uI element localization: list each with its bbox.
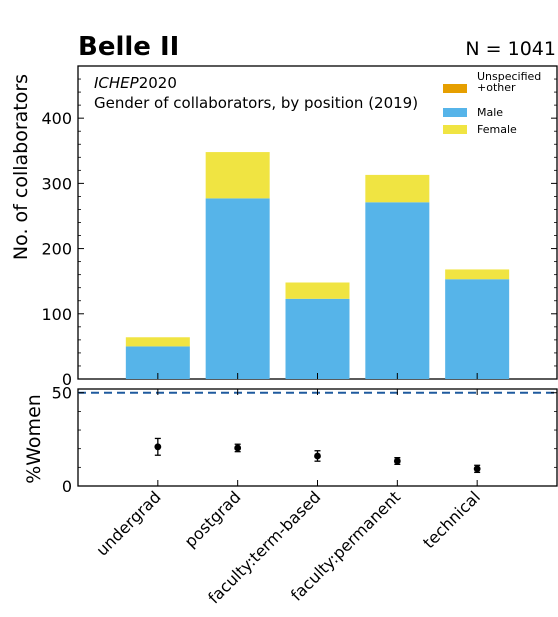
data-point-technical	[473, 465, 481, 473]
bar-female-technical	[445, 269, 510, 280]
bar-male-technical	[445, 279, 510, 379]
bottom-y-axis-label: %Women	[23, 394, 45, 484]
bar-male-faculty-permanent	[365, 202, 430, 379]
chart-subtitle: Gender of collaborators, by position (20…	[94, 94, 418, 112]
legend-swatch-male	[443, 108, 467, 117]
top-y-tick-label: 200	[41, 240, 72, 259]
bottom-y-tick-label: 50	[52, 384, 72, 403]
legend-swatch-female	[443, 125, 467, 134]
legend-label: Female	[477, 123, 517, 136]
bar-female-undergrad	[125, 337, 190, 347]
x-tick-label: technical	[419, 487, 484, 552]
top-y-tick-label: 400	[41, 109, 72, 128]
data-point-faculty-permanent	[393, 457, 401, 465]
top-y-tick-label: 100	[41, 305, 72, 324]
top-y-tick-label: 300	[41, 174, 72, 193]
bar-female-postgrad	[205, 152, 270, 199]
x-axis-labels: undergrad postgradfaculty:term-basedfacul…	[92, 487, 484, 607]
chart-title: Belle II	[78, 32, 179, 62]
data-point-faculty-term-based	[314, 452, 321, 460]
bottom-plot-area: 0 50	[52, 384, 558, 496]
bar-male-faculty-term-based	[285, 298, 350, 379]
bottom-y-tick-label: 0	[62, 477, 72, 496]
x-tick-label: postgrad	[181, 487, 245, 551]
conference-name: ICHEP	[94, 74, 140, 92]
legend-label: +other	[477, 81, 516, 94]
x-tick-label: undergrad	[92, 487, 164, 559]
legend: Unspecified+other Male Female	[443, 70, 541, 136]
top-plot-area: 0 100 200 300 400	[41, 65, 558, 389]
collaborator-count: N = 1041	[465, 38, 556, 60]
bar-female-faculty-permanent	[365, 174, 430, 203]
legend-label: Male	[477, 106, 503, 119]
bar-female-faculty-term-based	[285, 282, 350, 299]
conference-year: 2020	[139, 74, 177, 92]
data-point-postgrad	[234, 444, 242, 452]
legend-label: Unspecified	[477, 70, 541, 83]
top-y-tick-label: 0	[62, 370, 72, 389]
top-y-axis-label: No. of collaborators	[10, 74, 32, 260]
data-point-undergrad	[154, 443, 162, 451]
legend-swatch-unspecified	[443, 84, 467, 93]
conference-label: ICHEP2020	[94, 74, 177, 92]
bottom-plot-frame	[77, 388, 558, 487]
bar-male-postgrad	[205, 198, 270, 379]
